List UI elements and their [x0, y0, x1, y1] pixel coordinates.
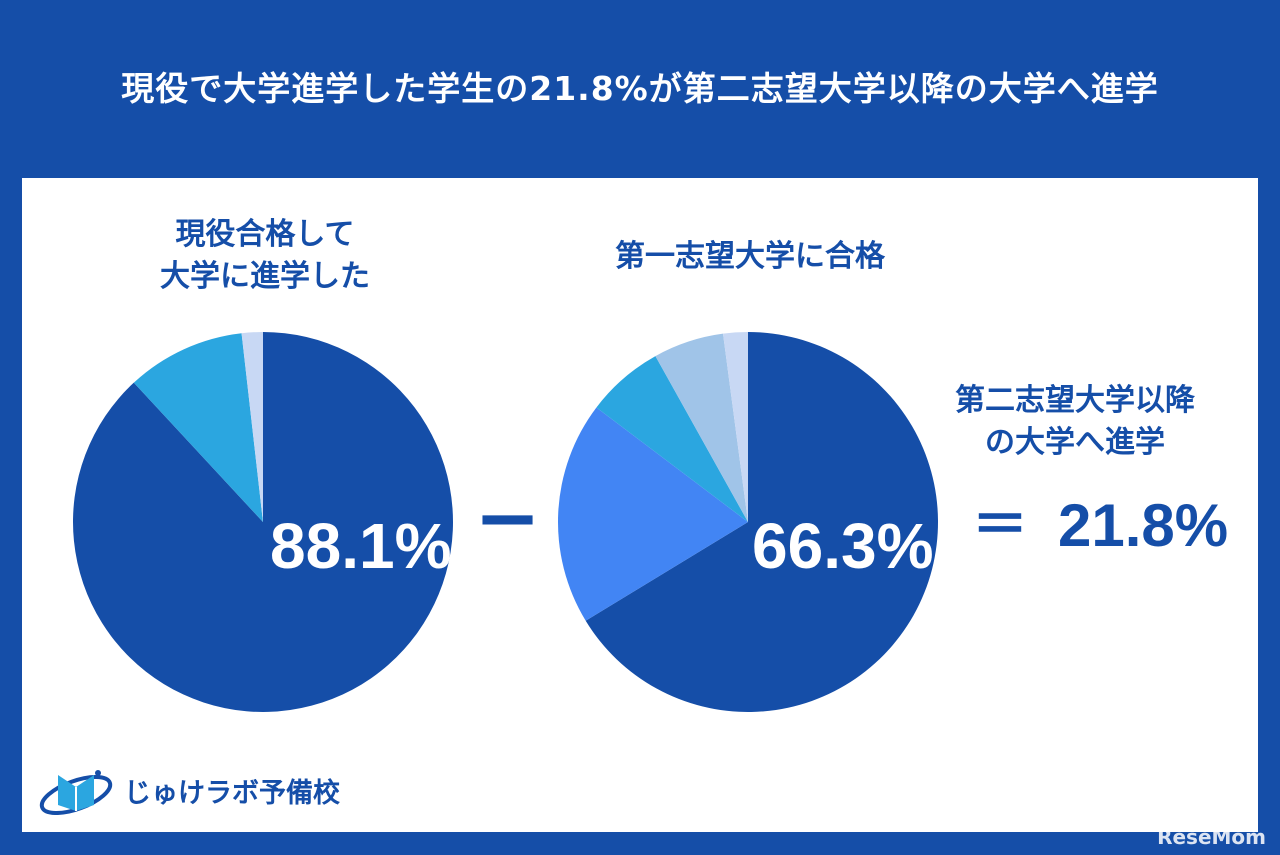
result-label-line1: 第二志望大学以降: [955, 383, 1195, 418]
watermark: ReseMom: [1157, 825, 1266, 849]
pie1-slice-2: [133, 333, 263, 522]
page-title: 現役で大学進学した学生の21.8%が第二志望大学以降の大学へ進学: [121, 69, 1159, 108]
pie2-slice-2: [558, 407, 748, 621]
pie1-title-line2: 大学に進学した: [160, 259, 370, 294]
result-label: 第二志望大学以降 の大学へ進学: [915, 380, 1235, 464]
result-label-line2: の大学へ進学: [985, 425, 1165, 460]
result-value: 21.8%: [1058, 492, 1229, 559]
pie2-title: 第一志望大学に合格: [615, 239, 885, 274]
pie2-slice-5: [723, 332, 748, 522]
pie1-slice-3: [241, 332, 263, 522]
pie2-slice-4: [655, 333, 748, 522]
pie1-title-line1: 現役合格して: [175, 217, 355, 252]
logo-text: じゅけラボ予備校: [124, 777, 340, 809]
logo: じゅけラボ予備校: [36, 765, 340, 815]
pie2-value-label: 66.3%: [752, 510, 934, 582]
pie2-slice-1: [585, 332, 938, 713]
pie1-value-label: 88.1%: [270, 510, 452, 582]
minus-sign: −: [474, 471, 542, 564]
pie1-slice-1: [73, 332, 454, 712]
pie1-title: 現役合格して 大学に進学した: [100, 214, 430, 298]
pie2-slice-3: [596, 356, 748, 522]
equals-sign: ＝: [972, 493, 1028, 558]
book-logo-icon: [39, 770, 113, 815]
